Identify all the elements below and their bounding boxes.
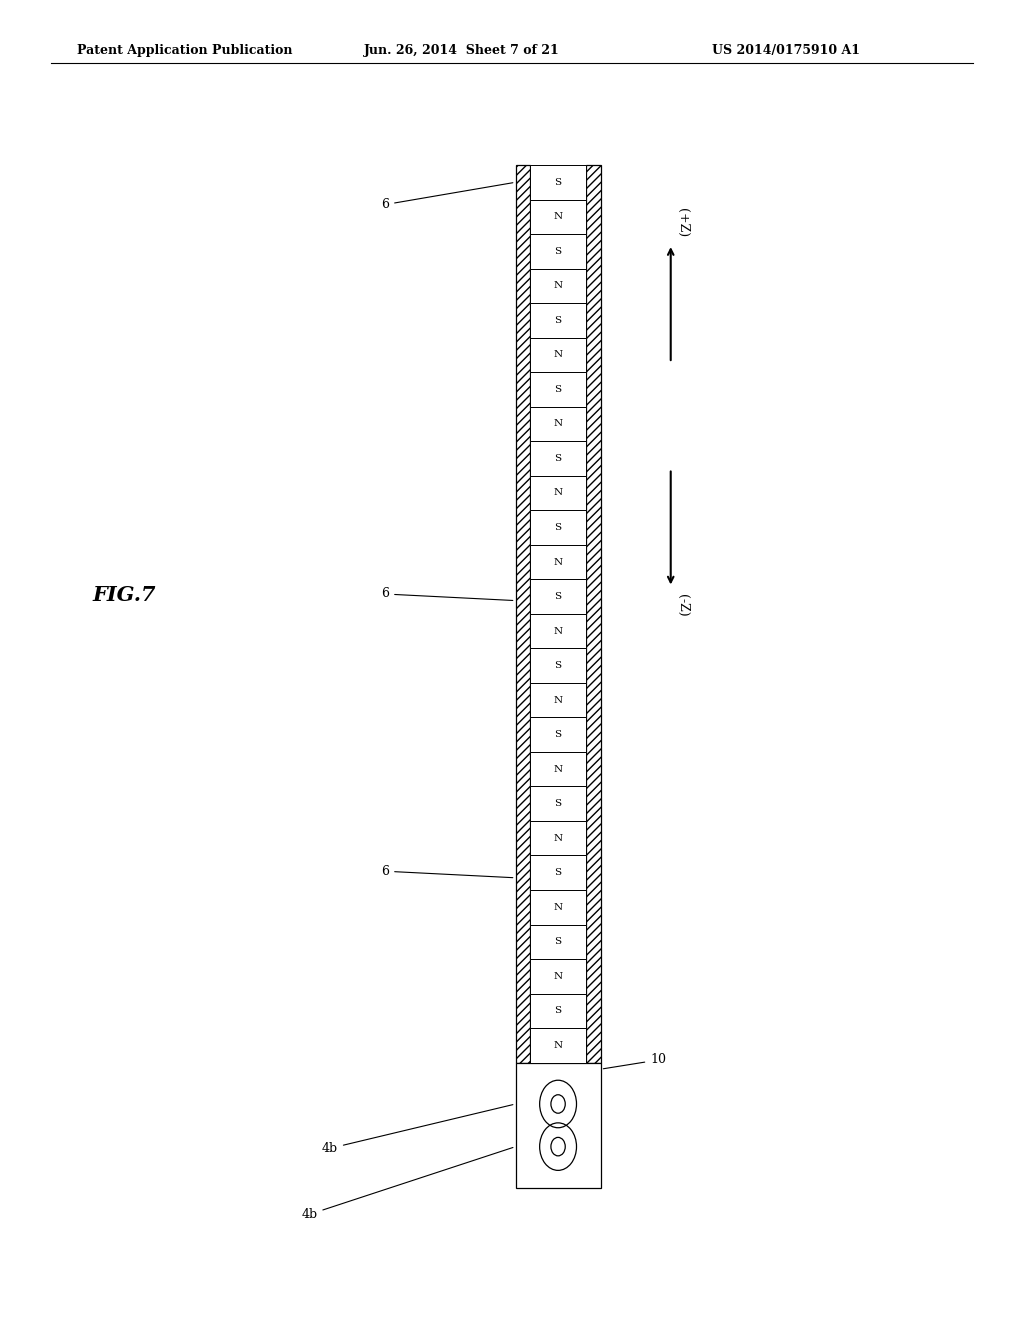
Text: 6: 6 bbox=[381, 587, 513, 601]
Text: S: S bbox=[555, 593, 561, 601]
Text: S: S bbox=[555, 385, 561, 393]
Text: (+Z): (+Z) bbox=[677, 209, 689, 238]
Bar bbox=[530, 890, 587, 924]
Text: N: N bbox=[554, 350, 562, 359]
Text: S: S bbox=[555, 730, 561, 739]
Bar bbox=[530, 199, 587, 234]
Bar bbox=[530, 682, 587, 717]
Bar bbox=[530, 855, 587, 890]
Bar bbox=[530, 994, 587, 1028]
Bar bbox=[530, 545, 587, 579]
Text: S: S bbox=[555, 523, 561, 532]
Text: S: S bbox=[555, 454, 561, 463]
Bar bbox=[530, 268, 587, 304]
Text: S: S bbox=[555, 247, 561, 256]
Bar bbox=[530, 1028, 587, 1063]
Text: N: N bbox=[554, 281, 562, 290]
Bar bbox=[530, 372, 587, 407]
Text: N: N bbox=[554, 213, 562, 222]
Bar bbox=[530, 304, 587, 338]
Bar bbox=[530, 165, 587, 199]
Text: S: S bbox=[555, 869, 561, 878]
Text: 4b: 4b bbox=[301, 1147, 513, 1221]
Bar bbox=[530, 475, 587, 511]
Text: 4b: 4b bbox=[322, 1105, 513, 1155]
Bar bbox=[530, 511, 587, 545]
Text: S: S bbox=[555, 315, 561, 325]
Text: 10: 10 bbox=[603, 1053, 667, 1069]
Text: S: S bbox=[555, 1006, 561, 1015]
Text: N: N bbox=[554, 488, 562, 498]
Text: S: S bbox=[555, 799, 561, 808]
Bar bbox=[530, 441, 587, 475]
Text: N: N bbox=[554, 903, 562, 912]
Bar bbox=[530, 752, 587, 787]
Bar bbox=[530, 407, 587, 441]
Bar bbox=[516, 1063, 600, 1188]
Bar bbox=[530, 717, 587, 752]
Text: FIG.7: FIG.7 bbox=[92, 585, 156, 605]
Text: N: N bbox=[554, 557, 562, 566]
Bar bbox=[530, 234, 587, 268]
Text: N: N bbox=[554, 834, 562, 842]
Text: N: N bbox=[554, 1041, 562, 1049]
Text: N: N bbox=[554, 972, 562, 981]
Text: N: N bbox=[554, 764, 562, 774]
Bar bbox=[530, 579, 587, 614]
Text: 6: 6 bbox=[381, 182, 513, 211]
Bar bbox=[586, 165, 600, 1063]
Text: S: S bbox=[555, 178, 561, 186]
Text: (-Z): (-Z) bbox=[677, 594, 689, 616]
Text: Patent Application Publication: Patent Application Publication bbox=[77, 44, 292, 57]
Text: S: S bbox=[555, 661, 561, 671]
Bar bbox=[530, 338, 587, 372]
Bar bbox=[530, 821, 587, 855]
Text: N: N bbox=[554, 696, 562, 705]
Text: US 2014/0175910 A1: US 2014/0175910 A1 bbox=[712, 44, 860, 57]
Text: N: N bbox=[554, 627, 562, 635]
Bar bbox=[530, 648, 587, 682]
Text: 6: 6 bbox=[381, 865, 513, 878]
Text: N: N bbox=[554, 420, 562, 429]
Bar bbox=[530, 614, 587, 648]
Bar bbox=[530, 787, 587, 821]
Text: S: S bbox=[555, 937, 561, 946]
Bar bbox=[530, 924, 587, 960]
Text: Jun. 26, 2014  Sheet 7 of 21: Jun. 26, 2014 Sheet 7 of 21 bbox=[364, 44, 559, 57]
Bar bbox=[530, 960, 587, 994]
Bar bbox=[516, 165, 530, 1063]
